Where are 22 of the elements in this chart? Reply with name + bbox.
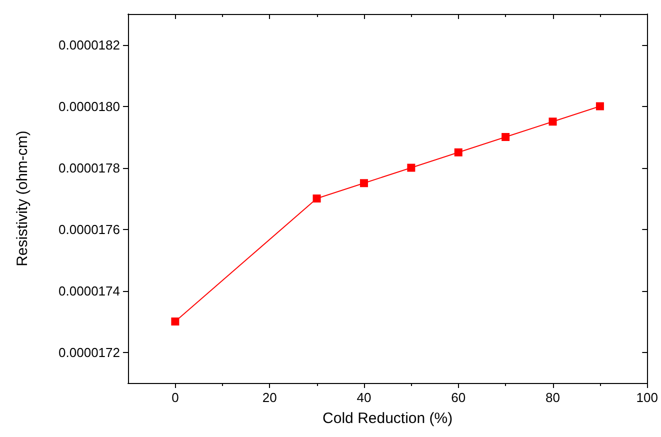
point [171, 318, 180, 326]
y-tick-label: 0.0000180 [58, 98, 120, 114]
point [454, 148, 462, 156]
x-tick-label: 40 [356, 390, 372, 405]
point [407, 164, 416, 172]
point [596, 102, 604, 110]
x-tick-label: 100 [636, 390, 658, 405]
y-tick-label: 0.0000176 [58, 222, 120, 237]
point [548, 118, 557, 126]
point [312, 194, 321, 202]
y-tick-label: 0.0000174 [58, 283, 120, 298]
y-tick-label: 0.0000182 [58, 37, 120, 52]
y-tick-label: 0.0000178 [58, 160, 120, 176]
y-tick-label: 0.0000172 [58, 344, 120, 360]
x-tick-label: 0 [172, 390, 179, 405]
point [502, 133, 510, 141]
x-axis-title: Cold Reduction (%) [322, 410, 453, 427]
point [360, 179, 368, 188]
x-tick-label: 60 [451, 390, 466, 405]
y-axis-title: Resistivity (ohm-cm) [14, 130, 31, 266]
x-tick-label: 20 [262, 390, 277, 405]
x-tick-label: 80 [546, 390, 560, 405]
